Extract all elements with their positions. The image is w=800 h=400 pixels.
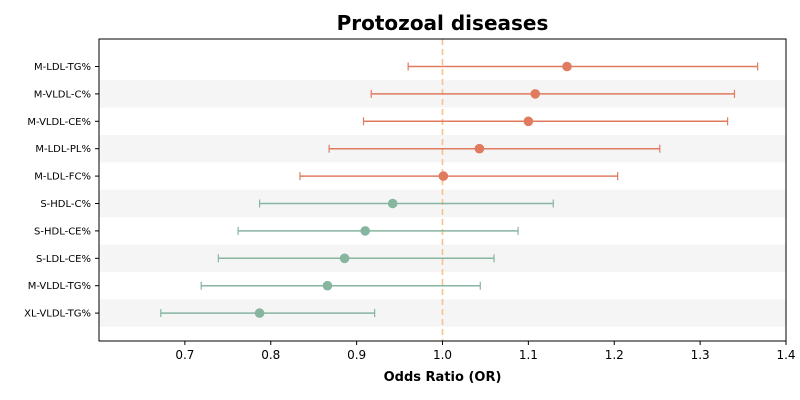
- x-tick-label: 1.2: [605, 348, 624, 362]
- forest-row: [328, 143, 661, 154]
- y-tick-label: M-LDL-PL%: [35, 144, 91, 155]
- x-tick-label: 1.1: [519, 348, 538, 362]
- forest-row: [299, 171, 619, 181]
- or-point: [360, 226, 371, 236]
- x-axis: 0.7 0.8 0.9 1.0 1.1 1.2 1.3 1.4: [175, 341, 796, 362]
- y-tick-label: S-HDL-CE%: [34, 226, 91, 237]
- x-axis-label: Odds Ratio (OR): [384, 370, 502, 385]
- or-point: [322, 280, 333, 291]
- forest-row: [370, 89, 736, 99]
- y-tick-label: M-LDL-FC%: [34, 172, 91, 183]
- y-tick-label: M-VLDL-TG%: [28, 281, 91, 292]
- y-tick-label: M-VLDL-CE%: [27, 117, 91, 128]
- or-point: [562, 61, 572, 72]
- forest-row: [217, 253, 495, 264]
- x-tick-label: 0.7: [175, 348, 194, 362]
- y-axis: M-LDL-TG% M-VLDL-C% M-VLDL-CE% M-LDL-PL% M-L…: [24, 62, 99, 320]
- x-tick-label: 1.4: [776, 348, 795, 362]
- x-tick-label: 1.3: [691, 348, 710, 362]
- y-tick-label: S-LDL-CE%: [36, 254, 91, 265]
- or-point: [339, 253, 350, 264]
- y-tick-label: XL-VLDL-TG%: [24, 309, 91, 320]
- or-point: [254, 308, 265, 318]
- or-point: [523, 116, 534, 127]
- or-point: [387, 198, 398, 209]
- forest-row: [407, 61, 759, 72]
- or-point: [474, 143, 485, 154]
- or-point: [438, 171, 449, 181]
- forest-row: [237, 226, 519, 236]
- x-tick-label: 0.9: [347, 348, 366, 362]
- data-marks: [160, 61, 759, 318]
- forest-row: [200, 280, 481, 291]
- y-tick-label: M-LDL-TG%: [34, 62, 91, 73]
- chart-title: Protozoal diseases: [337, 11, 549, 35]
- x-tick-label: 0.8: [261, 348, 280, 362]
- forest-row: [160, 308, 376, 318]
- y-tick-label: M-VLDL-C%: [34, 89, 91, 100]
- forest-row: [258, 198, 554, 209]
- y-tick-label: S-HDL-C%: [40, 199, 91, 210]
- x-tick-label: 1.0: [433, 348, 452, 362]
- or-point: [530, 89, 541, 99]
- forest-row: [362, 116, 729, 127]
